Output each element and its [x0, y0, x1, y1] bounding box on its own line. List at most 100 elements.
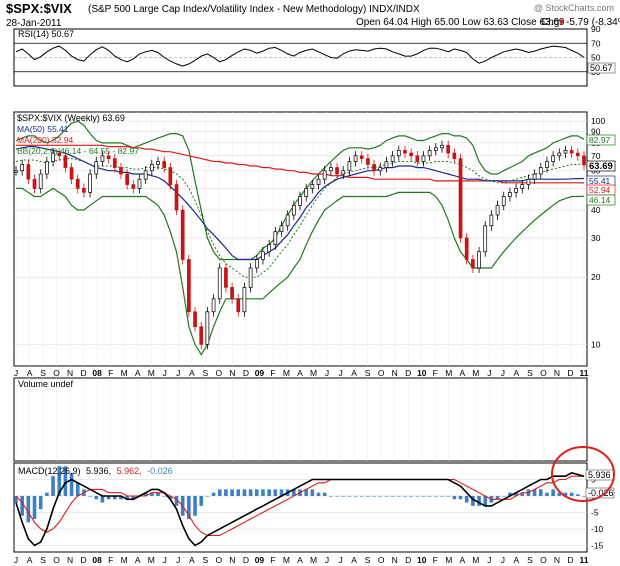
- chart-symbol: $SPX:$VIX: [6, 1, 72, 16]
- price-x-label: M: [445, 368, 452, 378]
- rsi-last-value: 50.67: [590, 63, 613, 73]
- price-x-label: F: [270, 368, 275, 378]
- macd-x-label: S: [365, 555, 371, 565]
- macd-x-label: M: [121, 555, 128, 565]
- macd-x-label: M: [310, 555, 317, 565]
- price-x-label: M: [283, 368, 290, 378]
- price-candle: [347, 161, 352, 172]
- volume-panel: Volume undef: [13, 377, 588, 462]
- price-candle: [310, 184, 315, 189]
- price-value-tag: 63.69: [589, 161, 613, 172]
- price-value-tag: 55.41: [589, 176, 611, 186]
- macd-histogram-bar: [187, 495, 191, 520]
- macd-x-label: J: [325, 555, 329, 565]
- macd-x-label: D: [81, 555, 87, 565]
- macd-x-label: N: [67, 555, 73, 565]
- macd-histogram-bar: [329, 495, 333, 497]
- macd-histogram-bar: [193, 495, 197, 516]
- macd-x-label: D: [567, 555, 573, 565]
- chart-date: 28-Jan-2011: [6, 18, 62, 29]
- macd-histogram-bar: [458, 495, 463, 500]
- macd-x-label: J: [163, 555, 167, 565]
- price-candle: [532, 173, 537, 180]
- macd-x-label: M: [445, 555, 452, 565]
- price-value-tag: 52.94: [589, 185, 611, 195]
- price-candle: [273, 231, 278, 245]
- price-candle: [433, 147, 438, 151]
- macd-x-label: F: [108, 555, 113, 565]
- macd-histogram-bar: [508, 492, 512, 496]
- macd-histogram-bar: [359, 495, 364, 497]
- price-candle: [242, 287, 247, 313]
- price-candle: [563, 150, 568, 154]
- price-x-label: J: [501, 368, 505, 378]
- price-candle: [483, 225, 488, 253]
- price-candle: [446, 144, 451, 154]
- macd-histogram-bar: [279, 489, 284, 496]
- macd-histogram-bar: [199, 495, 204, 506]
- macd-histogram-bar: [576, 494, 580, 496]
- macd-x-label: A: [514, 555, 520, 565]
- price-tick-label: 70: [591, 151, 601, 161]
- macd-histogram-bar: [514, 492, 518, 496]
- macd-tick-label: -5: [591, 507, 599, 517]
- price-x-label: N: [229, 368, 235, 378]
- rsi-legend: RSI(14) 50.67: [18, 29, 74, 39]
- macd-x-label: N: [229, 555, 235, 565]
- macd-histogram-bar: [20, 495, 24, 516]
- macd-histogram-bar: [69, 472, 74, 496]
- macd-histogram-bar: [341, 495, 346, 497]
- macd-histogram-bar: [217, 489, 222, 496]
- price-x-label: A: [297, 368, 303, 378]
- macd-x-label: J: [176, 555, 180, 565]
- macd-histogram-bar: [501, 495, 506, 497]
- macd-x-label: M: [283, 555, 290, 565]
- macd-x-label: A: [27, 555, 33, 565]
- price-candle: [520, 184, 525, 189]
- price-candle: [236, 298, 241, 313]
- price-candle: [112, 158, 117, 168]
- price-x-label: 08: [92, 368, 102, 378]
- price-candle: [149, 164, 154, 172]
- price-candle: [285, 214, 290, 227]
- price-candle: [180, 209, 185, 260]
- price-candle: [341, 170, 346, 175]
- chg-down-arrow-icon: ▼: [557, 17, 566, 27]
- price-candle: [261, 251, 265, 260]
- price-panel-frame: [13, 111, 588, 367]
- price-x-label: J: [176, 368, 180, 378]
- price-candle: [32, 178, 37, 189]
- macd-x-label: O: [216, 555, 223, 565]
- macd-histogram-bar: [205, 495, 210, 497]
- macd-legend-name: MACD(12,26,9): [18, 466, 81, 476]
- macd-histogram-bar: [464, 495, 469, 503]
- macd-x-label: M: [148, 555, 155, 565]
- price-x-label: 10: [417, 368, 427, 378]
- macd-histogram-bar: [267, 489, 271, 496]
- price-candle: [230, 287, 234, 300]
- price-candle: [125, 173, 129, 185]
- macd-histogram-bar: [304, 489, 308, 496]
- price-candle: [20, 164, 25, 172]
- price-x-label: D: [567, 368, 573, 378]
- macd-x-label: A: [459, 555, 465, 565]
- macd-histogram-bar: [563, 492, 568, 496]
- price-candle: [569, 150, 574, 154]
- rsi-last-value-box: [587, 62, 616, 74]
- price-candle: [94, 161, 99, 175]
- macd-histogram-bar: [390, 495, 395, 497]
- macd-histogram-bar: [366, 495, 370, 497]
- macd-histogram-bar: [421, 495, 426, 497]
- price-candle: [390, 155, 395, 162]
- price-candle: [106, 155, 111, 159]
- price-candle: [75, 178, 80, 189]
- macd-histogram-bar: [403, 495, 407, 497]
- macd-histogram-bar: [384, 495, 389, 497]
- price-candle: [322, 170, 327, 180]
- ma50-legend: MA(50) 55.41: [17, 124, 69, 134]
- rsi-tick-label: 70: [591, 38, 601, 48]
- macd-histogram-bar: [434, 495, 438, 497]
- price-x-label: J: [163, 368, 167, 378]
- price-candle: [38, 173, 43, 189]
- price-candle: [440, 144, 444, 149]
